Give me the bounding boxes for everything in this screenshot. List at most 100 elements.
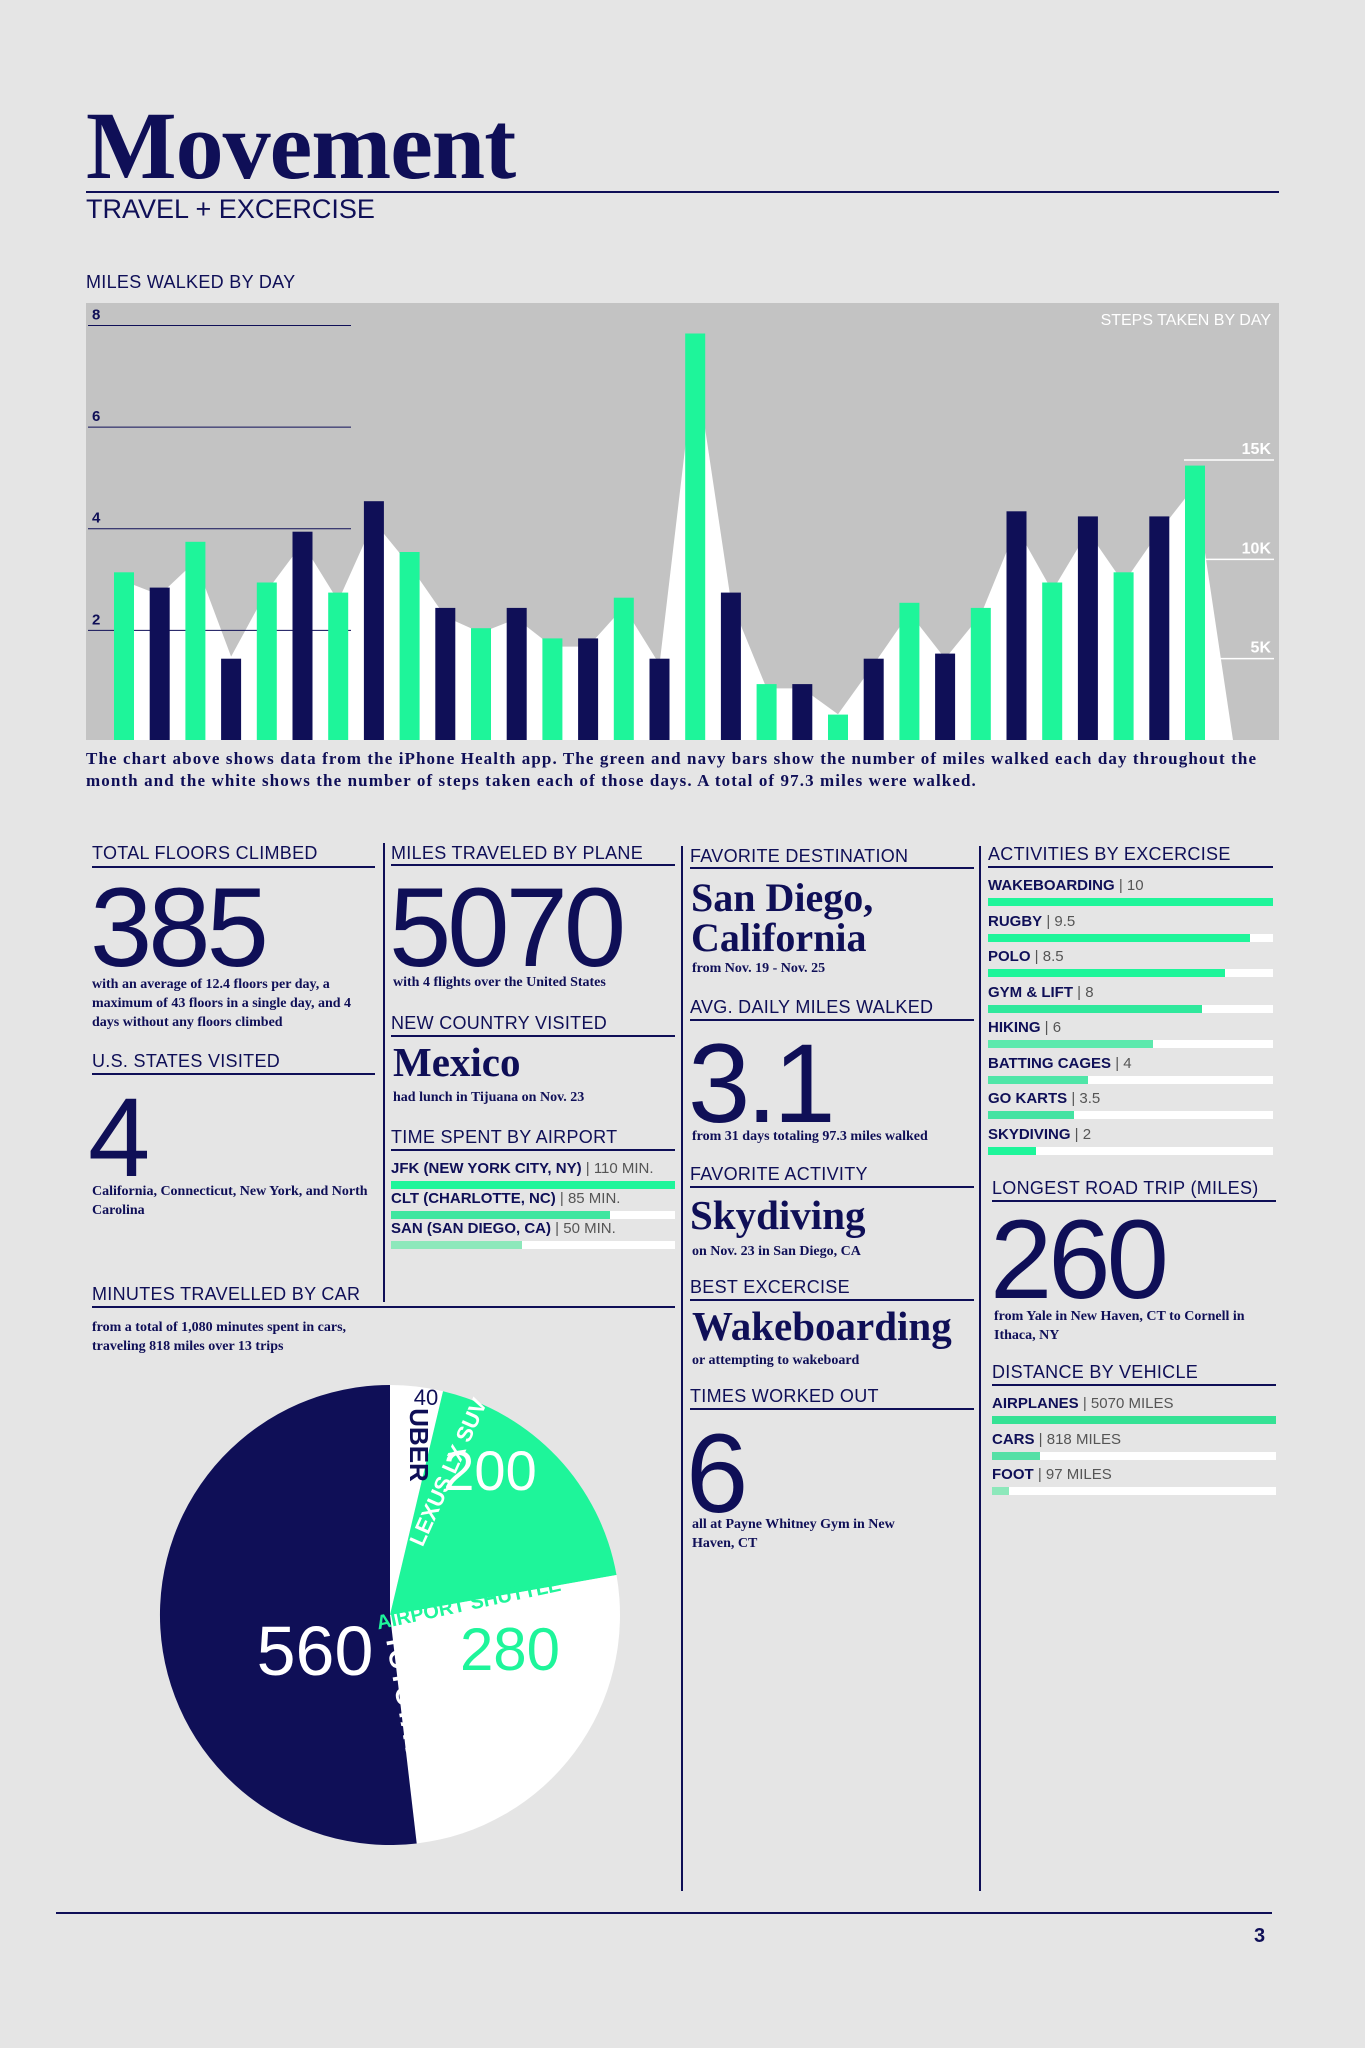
avg-miles-value: 3.1 [688,1021,836,1146]
activity-name: RUGBY [988,912,1043,930]
avg-miles-label: AVG. DAILY MILES WALKED [690,997,934,1017]
bar-day-17 [685,333,706,740]
workouts-value: 6 [686,1411,748,1536]
vehicle-separator: | [1078,1395,1091,1412]
bar-day-1 [114,572,134,740]
activity-track [988,933,1273,942]
bar-day-20 [792,684,813,740]
activity-track [988,1040,1273,1048]
bar-day-11 [471,628,491,740]
bar-day-7 [328,592,349,740]
vehicle-separator: | [1034,1430,1047,1448]
airport-name: SAN (SAN DIEGO, CA) [391,1220,552,1237]
vehicle-track [992,1451,1276,1460]
bar-day-21 [828,714,848,740]
activity-track [988,1111,1273,1119]
activity-name: SKYDIVING [988,1125,1071,1143]
activity-value: 4 [1123,1054,1132,1072]
vehicle-value: 5070 MILES [1090,1395,1174,1412]
vehicle-value: 818 MILES [1046,1430,1121,1448]
activity-fill [988,969,1225,977]
airport-separator: | [551,1220,564,1237]
activity-row: GYM & LIFT | 8 [988,983,1273,1013]
bar-day-13 [542,638,563,740]
bar-day-28 [1077,516,1098,740]
chart-description: The chart above shows data from the iPho… [86,749,1258,791]
workouts-label: TIMES WORKED OUT [690,1386,879,1406]
activity-name: BATTING CAGES [988,1054,1112,1072]
activity-separator: | [1030,948,1043,965]
footer-rule [56,1912,1272,1914]
country-value: Mexico [393,1039,521,1085]
vehicle-value: 97 MILES [1045,1466,1112,1483]
airport-track [391,1181,675,1189]
vehicle-name: AIRPLANES [992,1395,1079,1412]
avg-miles-rule [690,1019,974,1021]
airport-value: 50 MIN. [563,1220,616,1237]
bar-day-12 [506,607,527,740]
vehicle-fill [992,1451,1041,1460]
workouts-note: all at Payne Whitney Gym in New Haven, C… [692,1517,895,1551]
vehicle-track [992,1416,1276,1424]
airport-row: CLT (CHARLOTTE, NC) | 85 MIN. [391,1190,675,1219]
activity-separator: | [1040,1019,1053,1036]
miles-walked-chart: 2 4 6 8 5K 10K 15K STEPS TAKEN BY DAY [86,303,1279,740]
bar-day-4 [221,658,242,740]
country-note: had lunch in Tijuana on Nov. 23 [393,1090,585,1105]
bar-day-31 [1185,465,1205,740]
states-label: U.S. STATES VISITED [92,1051,281,1071]
activity-row: POLO | 8.5 [988,948,1273,977]
pie-slice-airport-shuttle [390,1575,621,1844]
airport-row: SAN (SAN DIEGO, CA) | 50 MIN. [391,1220,675,1249]
activity-row: GO KARTS | 3.5 [988,1090,1273,1119]
activity-value: Skydiving [690,1192,866,1238]
bar-day-22 [863,658,884,740]
activity-separator: | [1067,1090,1080,1107]
activity-row: SKYDIVING | 2 [988,1125,1273,1155]
activity-name: GYM & LIFT [988,983,1073,1001]
airport-fill [391,1241,522,1249]
floors-value: 385 [90,865,269,990]
vehicle-name: CARS [992,1430,1035,1448]
destination-label: FAVORITE DESTINATION [690,846,909,866]
vehicle-name: FOOT [992,1466,1034,1483]
airport-value: 110 MIN. [593,1160,654,1177]
vehicle-track [992,1487,1276,1495]
airport-label: TIME SPENT BY AIRPORT [391,1127,618,1147]
activity-value: 3.5 [1079,1090,1101,1107]
bar-day-15 [613,597,634,740]
pie-value-prius: 560 [257,1612,374,1690]
vehicle-fill [992,1487,1010,1495]
plane-rule [391,864,675,866]
bar-day-16 [649,658,670,740]
vehicle-separator: | [1033,1466,1046,1483]
activity-track [988,969,1273,977]
bar-day-5 [256,582,277,740]
pie-slice-uber [390,1385,444,1615]
pie-value-lexus: 200 [443,1439,536,1502]
y-tick-label: 2 [92,611,100,628]
bar-day-6 [292,531,313,740]
page-subtitle: TRAVEL + EXCERCISE [86,194,375,224]
activity-separator: | [1042,912,1055,930]
vehicle-row: CARS | 818 MILES [992,1430,1276,1460]
airport-name: CLT (CHARLOTTE, NC) [391,1190,556,1207]
chart-title: MILES WALKED BY DAY [86,272,296,292]
steps-tick-label: 15K [1242,441,1272,458]
airport-value: 85 MIN. [567,1190,621,1207]
bar-day-19 [756,684,777,740]
pie-slice-lexus-lx-suv [390,1391,617,1615]
page-number: 3 [1254,1925,1266,1947]
activity-label: FAVORITE ACTIVITY [690,1164,868,1184]
activity-separator: | [1070,1125,1083,1143]
airport-row: JFK (NEW YORK CITY, NY) | 110 MIN. [391,1160,675,1189]
activity-track [988,1004,1273,1013]
country-rule [391,1035,675,1037]
floors-label: TOTAL FLOORS CLIMBED [92,843,318,863]
activity-value: 9.5 [1054,912,1076,930]
y-tick-label: 6 [92,408,100,425]
bar-day-23 [899,602,920,740]
activity-value: 8 [1085,983,1094,1001]
y-tick-label: 8 [92,306,100,323]
bar-day-10 [435,607,456,740]
